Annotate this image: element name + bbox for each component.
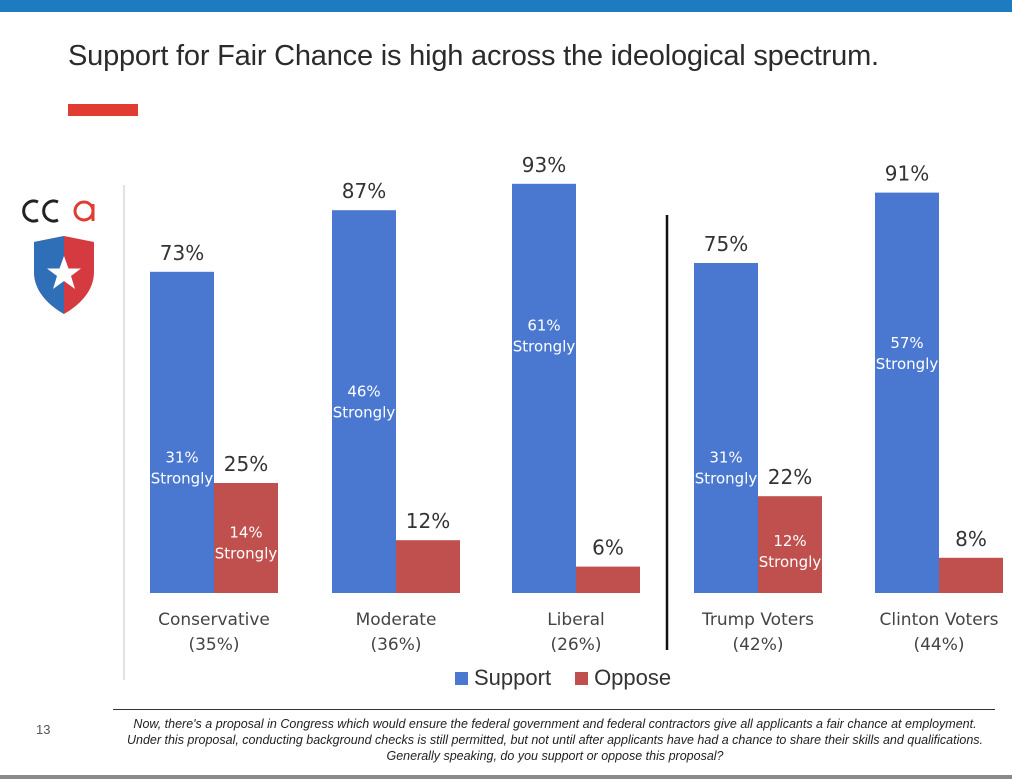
label-support-2: 93% bbox=[522, 153, 566, 177]
legend-swatch-oppose bbox=[575, 671, 589, 685]
category-label-3: Trump Voters bbox=[701, 610, 814, 630]
strongly-oppose-value-3: 12% bbox=[773, 532, 806, 550]
bar-support-4 bbox=[875, 192, 939, 593]
category-label-2: Liberal bbox=[547, 610, 605, 630]
category-sub-label-3: (42%) bbox=[732, 635, 783, 655]
category-label-4: Clinton Voters bbox=[879, 610, 998, 630]
label-support-1: 87% bbox=[342, 179, 386, 203]
page-title: Support for Fair Chance is high across t… bbox=[68, 40, 879, 72]
gca-logo-icon bbox=[22, 199, 95, 314]
bar-support-0 bbox=[150, 271, 214, 593]
bar-support-1 bbox=[332, 210, 396, 593]
strongly-support-text-2: Strongly bbox=[513, 338, 576, 356]
strongly-support-value-1: 46% bbox=[347, 383, 380, 401]
gca-logo bbox=[22, 190, 112, 320]
category-sub-label-1: (36%) bbox=[370, 635, 421, 655]
category-sub-label-2: (26%) bbox=[550, 635, 601, 655]
strongly-oppose-value-0: 14% bbox=[229, 523, 262, 541]
bar-chart: 73% 25% 31% Strongly 14% Strongly Conservative… bbox=[123, 153, 1003, 680]
bar-oppose-0 bbox=[214, 483, 278, 593]
strongly-support-text-1: Strongly bbox=[333, 404, 396, 422]
bottom-bar bbox=[0, 775, 1012, 779]
category-sub-label-0: (35%) bbox=[188, 635, 239, 655]
legend-item-support: Support bbox=[455, 665, 551, 691]
label-support-4: 91% bbox=[885, 162, 929, 186]
legend-label-support: Support bbox=[474, 665, 552, 690]
label-oppose-2: 6% bbox=[592, 536, 624, 560]
title-underline-accent bbox=[68, 104, 138, 116]
label-oppose-0: 25% bbox=[224, 452, 268, 476]
bar-oppose-3 bbox=[758, 496, 822, 593]
top-accent-bar bbox=[0, 0, 1012, 12]
strongly-support-text-4: Strongly bbox=[876, 355, 939, 373]
strongly-support-value-2: 61% bbox=[527, 317, 560, 335]
bar-oppose-1 bbox=[396, 540, 460, 593]
legend-item-oppose: Oppose bbox=[575, 665, 671, 691]
strongly-support-value-0: 31% bbox=[165, 449, 198, 467]
label-oppose-4: 8% bbox=[955, 527, 987, 551]
strongly-support-value-3: 31% bbox=[709, 449, 742, 467]
strongly-support-value-4: 57% bbox=[890, 334, 923, 352]
label-support-3: 75% bbox=[704, 232, 748, 256]
label-oppose-3: 22% bbox=[768, 465, 812, 489]
strongly-support-text-3: Strongly bbox=[695, 470, 758, 488]
category-sub-label-4: (44%) bbox=[913, 635, 964, 655]
bar-oppose-4 bbox=[939, 557, 1003, 593]
legend-swatch-support bbox=[455, 671, 468, 685]
label-support-0: 73% bbox=[160, 241, 204, 265]
page-number: 13 bbox=[36, 722, 51, 737]
star-shield-icon bbox=[34, 236, 94, 314]
bar-support-3 bbox=[694, 263, 758, 593]
bar-oppose-2 bbox=[576, 566, 640, 593]
strongly-support-text-0: Strongly bbox=[151, 470, 214, 488]
label-oppose-1: 12% bbox=[406, 509, 450, 533]
bar-support-2 bbox=[512, 183, 576, 594]
footer-divider bbox=[113, 709, 995, 710]
category-label-1: Moderate bbox=[356, 610, 437, 630]
question-footnote: Now, there's a proposal in Congress whic… bbox=[126, 717, 984, 763]
category-label-0: Conservative bbox=[158, 610, 270, 630]
chart-legend: Support Oppose bbox=[455, 664, 695, 692]
strongly-oppose-text-3: Strongly bbox=[759, 553, 822, 571]
strongly-oppose-text-0: Strongly bbox=[215, 544, 278, 562]
legend-label-oppose: Oppose bbox=[594, 665, 672, 690]
